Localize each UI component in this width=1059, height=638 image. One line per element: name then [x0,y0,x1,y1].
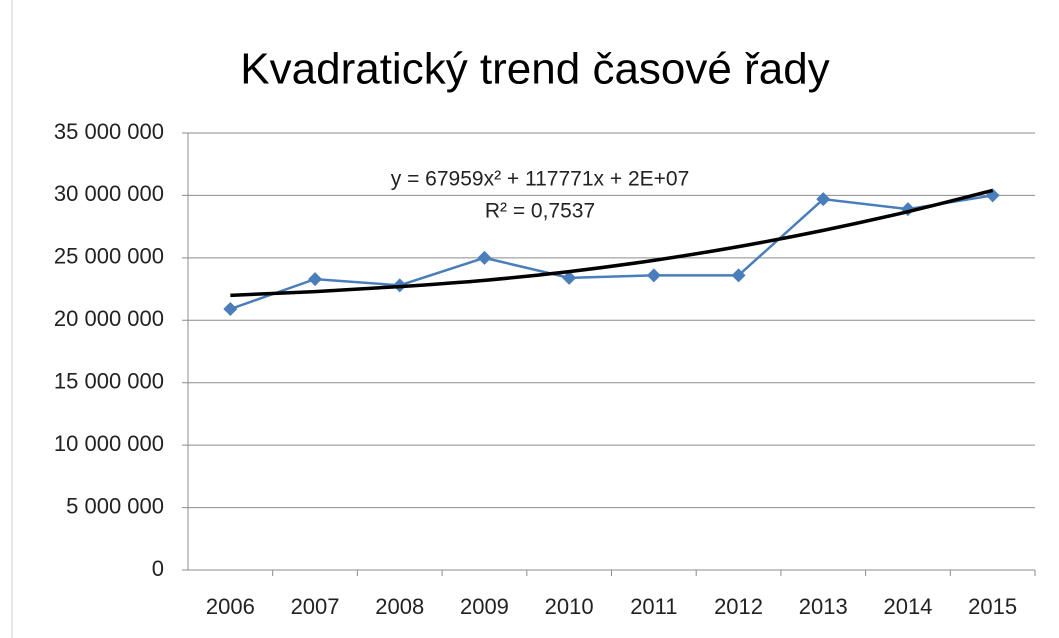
y-tick-label: 0 [152,556,164,581]
x-tick-label: 2009 [460,594,509,619]
x-tick-label: 2015 [968,594,1017,619]
marker [816,192,831,207]
marker [731,268,746,283]
y-tick-label: 30 000 000 [54,181,164,206]
marker [646,268,661,283]
y-tick-label: 15 000 000 [54,369,164,394]
y-tick-label: 25 000 000 [54,244,164,269]
y-tick-label: 5 000 000 [66,493,164,518]
x-tick-label: 2014 [883,594,932,619]
x-tick-label: 2013 [799,594,848,619]
marker [562,270,577,285]
marker [308,272,323,287]
x-tick-label: 2006 [206,594,255,619]
marker [223,302,238,317]
series-line [229,194,993,311]
x-tick-label: 2012 [714,594,763,619]
x-tick-label: 2007 [291,594,340,619]
x-tick-label: 2010 [545,594,594,619]
x-tick-label: 2008 [375,594,424,619]
chart-title: Kvadratický trend časové řady [240,45,829,94]
r-squared: R² = 0,7537 [485,200,595,223]
y-tick-label: 35 000 000 [54,119,164,144]
trend-line [230,188,994,298]
y-tick-label: 10 000 000 [54,431,164,456]
trend-equation: y = 67959x² + 117771x + 2E+07 [391,168,690,191]
marker [477,250,492,265]
x-tick-label: 2011 [630,594,677,619]
y-tick-label: 20 000 000 [54,306,164,331]
